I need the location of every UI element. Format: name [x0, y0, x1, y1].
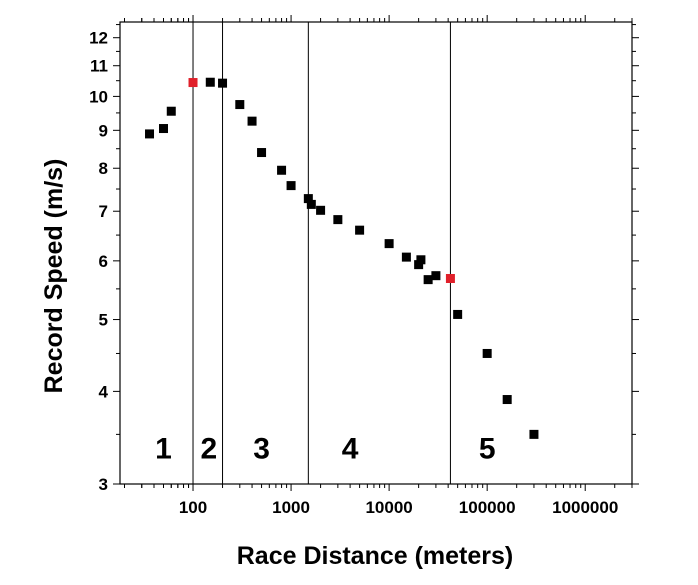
y-tick-label: 8 [99, 159, 108, 178]
x-axis-title: Race Distance (meters) [237, 542, 514, 570]
data-point [247, 116, 257, 126]
data-point [286, 181, 296, 191]
region-label: 1 [155, 432, 172, 465]
y-tick-label: 11 [90, 57, 108, 76]
plot-border [119, 21, 633, 485]
data-point [166, 106, 176, 116]
data-point [423, 275, 433, 285]
data-point [316, 205, 326, 215]
data-point-highlight [188, 78, 198, 88]
region-label: 4 [342, 432, 359, 465]
data-point [529, 429, 539, 439]
x-axis: 100 1000 10000 100000 1000000 [123, 15, 633, 517]
data-points [145, 77, 539, 439]
data-point [257, 148, 267, 158]
y-tick-label: 7 [99, 202, 108, 221]
data-point [159, 124, 169, 134]
data-point [502, 395, 512, 405]
x-tick-label: 10000 [365, 498, 412, 517]
y-tick-label: 4 [99, 382, 109, 401]
data-point [416, 255, 426, 265]
data-point [218, 78, 228, 88]
data-point [414, 260, 424, 270]
region-label: 3 [253, 432, 270, 465]
data-point [333, 215, 343, 225]
region-label: 2 [200, 432, 217, 465]
plot-frame [119, 21, 633, 485]
x-tick-label: 100 [179, 498, 207, 517]
x-tick-label: 100000 [459, 498, 516, 517]
y-tick-label: 12 [89, 29, 108, 48]
region-boundary-lines [192, 22, 451, 484]
data-point [355, 225, 365, 235]
data-point [306, 199, 316, 209]
data-point [235, 100, 245, 110]
y-tick-label: 5 [99, 311, 108, 330]
x-tick-label: 1000000 [552, 498, 618, 517]
y-tick-label: 3 [99, 475, 108, 494]
data-point [401, 252, 411, 262]
data-point [482, 348, 492, 358]
y-axis-title: Record Speed (m/s) [40, 159, 68, 394]
y-tick-label: 6 [99, 252, 108, 271]
data-point [453, 309, 463, 319]
data-point-highlight [445, 273, 455, 283]
data-point [205, 77, 215, 87]
y-tick-label: 10 [89, 87, 108, 106]
x-tick-label: 1000 [272, 498, 310, 517]
data-point [303, 194, 313, 204]
y-tick-label: 9 [99, 121, 108, 140]
data-point [145, 129, 155, 139]
region-label: 5 [479, 432, 496, 465]
data-point [431, 271, 441, 281]
data-point [277, 165, 287, 175]
data-point [384, 239, 394, 249]
